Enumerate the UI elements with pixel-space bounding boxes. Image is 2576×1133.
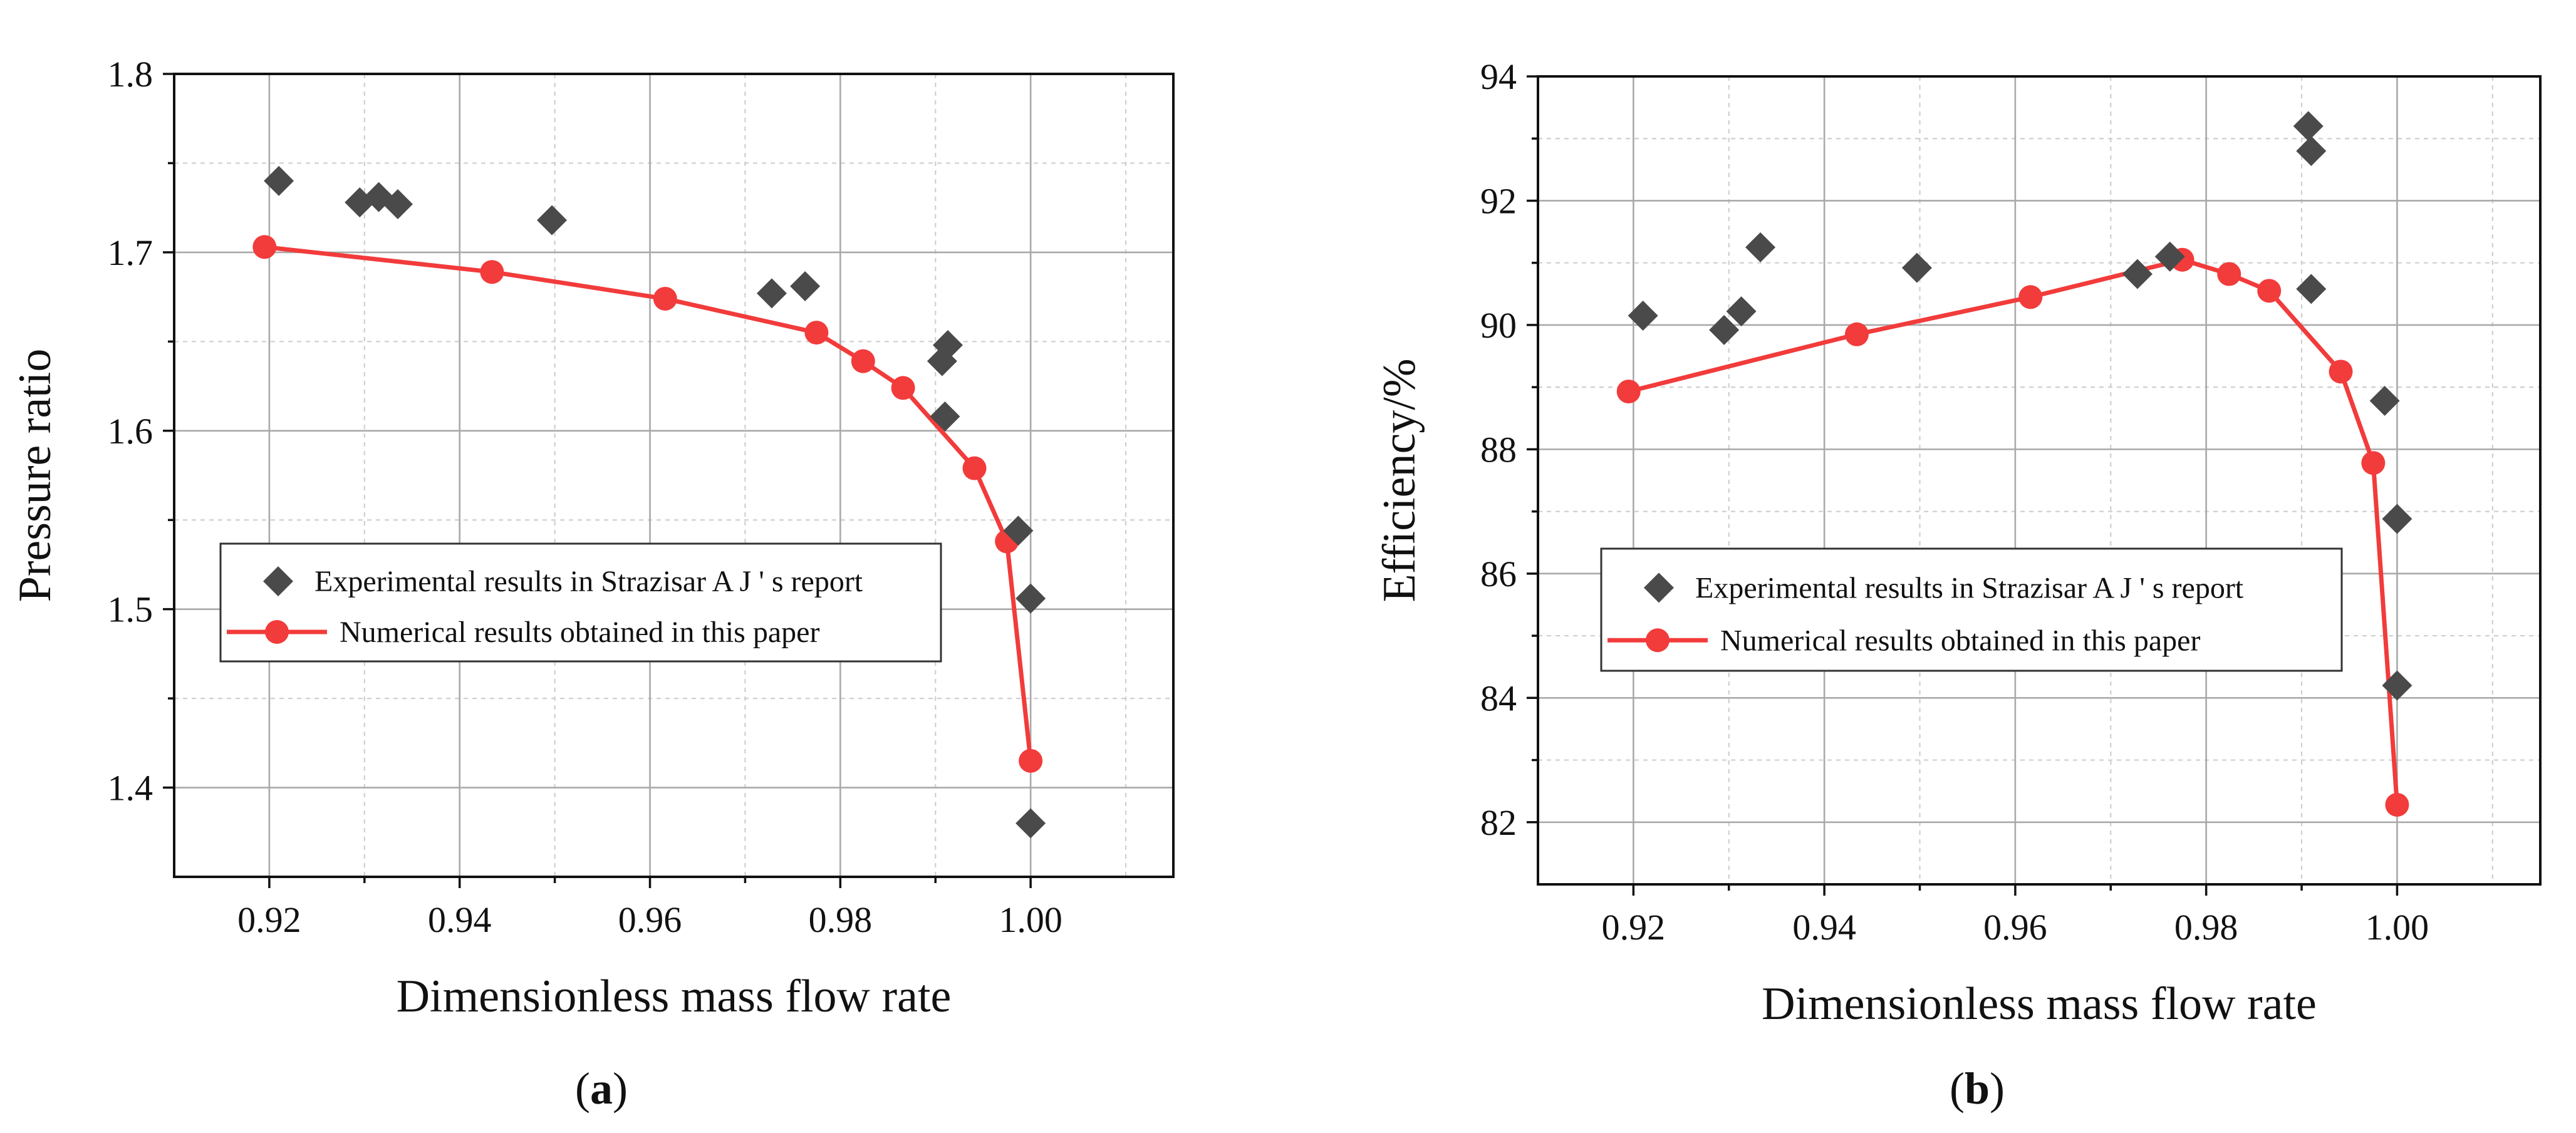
chart-a-experimental-point	[382, 189, 413, 219]
chart-b-x-tick-label: 0.92	[1602, 907, 1666, 948]
chart-b-x-tick-label: 1.00	[2366, 907, 2429, 948]
chart-b-legend-box	[1600, 547, 2343, 672]
chart-a-experimental-point	[1015, 583, 1046, 614]
chart-b-axes-frame	[1537, 75, 2542, 886]
chart-a-x-axis-title: Dimensionless mass flow rate	[397, 971, 952, 1022]
chart-b-y-tick-label: 82	[1480, 802, 1517, 843]
chart-b-x-axis-title: Dimensionless mass flow rate	[1762, 978, 2317, 1030]
chart-a-x-tick-label: 0.94	[428, 899, 492, 940]
chart-b-experimental-point	[2369, 385, 2400, 416]
chart-b-experimental-point	[1709, 314, 1740, 345]
chart-b-panel-label-close: )	[1990, 1063, 2005, 1114]
chart-b: 0.92 0.94 0.96 0.98 1.00 82 84 86 88 90 92 94 Dimens…	[1374, 56, 2542, 1114]
chart-b-experimental-point	[2122, 259, 2153, 289]
chart-a-plot-area	[174, 74, 1173, 877]
chart-b-y-tick-label: 84	[1480, 678, 1517, 718]
chart-b-numerical-point	[2361, 451, 2386, 475]
chart-b-x-tick-label: 0.94	[1792, 907, 1856, 948]
chart-a-x-tick-label: 0.92	[237, 899, 301, 940]
chart-b-legend-experimental-marker	[1644, 572, 1674, 603]
chart-b-experimental-point	[2382, 504, 2412, 534]
chart-b-panel-label-open: (	[1950, 1063, 1965, 1114]
chart-b-y-tick-label: 94	[1480, 56, 1517, 97]
chart-b-y-tick-label: 88	[1480, 429, 1517, 470]
chart-b-experimental-point	[2296, 136, 2327, 167]
chart-a-x-tick-label: 1.00	[999, 899, 1062, 940]
chart-b-legend-numerical-label: Numerical results obtained in this paper	[1720, 624, 2200, 657]
chart-b-experimental-point	[2154, 241, 2185, 272]
chart-a-numerical-point	[851, 349, 875, 373]
chart-a-legend-numerical-label: Numerical results obtained in this paper	[340, 616, 819, 649]
chart-b-x-tick-label: 0.98	[2174, 907, 2238, 948]
chart-b-experimental-point	[1726, 296, 1757, 327]
chart-a-panel-label-open: (	[575, 1063, 590, 1114]
chart-b-y-axis-title: Efficiency/%	[1374, 358, 1425, 602]
chart-b-legend-experimental-label: Experimental results in Strazisar A J ' …	[1695, 571, 2244, 604]
chart-a-y-tick-label: 1.8	[108, 54, 153, 95]
chart-a-y-tick-label: 1.5	[108, 589, 153, 630]
chart-a-legend: Experimental results in Strazisar A J ' …	[219, 542, 942, 663]
chart-b-experimental-point	[2382, 670, 2412, 701]
chart-a-x-tick-label: 0.96	[618, 899, 682, 940]
chart-a-experimental-point	[790, 271, 821, 302]
chart-b-numerical-point	[2217, 262, 2241, 286]
chart-b-experimental-point	[2293, 111, 2324, 142]
chart-a-y-tick-label: 1.6	[108, 411, 153, 452]
chart-a-y-tick-label: 1.4	[108, 768, 153, 809]
chart-b-legend: Experimental results in Strazisar A J ' …	[1600, 547, 2343, 672]
chart-b-numerical-point	[1616, 380, 1641, 404]
chart-b-x-tick-label: 0.96	[1983, 907, 2047, 948]
chart-a-experimental-point	[1015, 808, 1046, 839]
chart-b-legend-numerical-marker	[1646, 628, 1670, 653]
chart-b-experimental-point	[1745, 232, 1776, 262]
chart-a-legend-experimental-marker	[263, 566, 293, 597]
chart-b-panel-label: (b)	[1950, 1063, 2005, 1114]
chart-a-y-axis-title: Pressure ratio	[9, 349, 61, 603]
chart-a-experimental-point	[932, 330, 963, 361]
chart-a-panel-label: (a)	[575, 1063, 628, 1114]
chart-b-experimental-point	[1901, 252, 1932, 283]
chart-a-experimental-point	[537, 205, 568, 235]
chart-b-experimental-point	[2296, 274, 2327, 304]
chart-b-plot-area	[1538, 76, 2540, 884]
chart-a-numerical-point	[1019, 748, 1043, 773]
chart-b-numerical-point	[2257, 279, 2282, 303]
chart-a-experimental-point	[1003, 515, 1034, 546]
chart-a-axes-frame	[173, 73, 1175, 878]
chart-a-y-tick-label: 1.7	[108, 232, 153, 273]
chart-a-legend-box	[219, 542, 942, 663]
chart-b-y-tick-label: 92	[1480, 180, 1517, 221]
chart-a: 0.92 0.94 0.96 0.98 1.00 1.4 1.5 1.6 1.7 1.8 Dimen…	[9, 54, 1175, 1114]
chart-b-numerical-point	[2329, 360, 2353, 384]
chart-a-numerical-point	[653, 286, 677, 311]
chart-b-y-tick-label: 86	[1480, 554, 1517, 594]
chart-a-experimental-point	[930, 401, 960, 432]
chart-b-experimental-point	[1628, 301, 1658, 331]
chart-a-experimental-point	[264, 165, 294, 196]
chart-a-experimental-point	[756, 278, 787, 309]
chart-a-numerical-point	[480, 260, 504, 284]
chart-b-y-tick-label: 90	[1480, 305, 1517, 346]
chart-a-x-tick-label: 0.98	[809, 899, 873, 940]
chart-b-numerical-point	[2385, 792, 2409, 817]
chart-a-panel-label-close: )	[613, 1063, 628, 1114]
chart-a-numerical-point	[804, 321, 829, 345]
chart-a-numerical-point	[962, 456, 987, 480]
chart-b-panel-label-letter: b	[1965, 1063, 1990, 1114]
chart-a-numerical-point	[891, 376, 915, 400]
chart-b-numerical-point	[1844, 322, 1869, 346]
chart-b-numerical-point	[2018, 285, 2043, 309]
chart-a-legend-numerical-marker	[265, 620, 289, 644]
chart-a-numerical-point	[252, 235, 277, 259]
chart-a-panel-label-letter: a	[590, 1063, 613, 1114]
chart-a-legend-experimental-label: Experimental results in Strazisar A J ' …	[314, 565, 863, 598]
